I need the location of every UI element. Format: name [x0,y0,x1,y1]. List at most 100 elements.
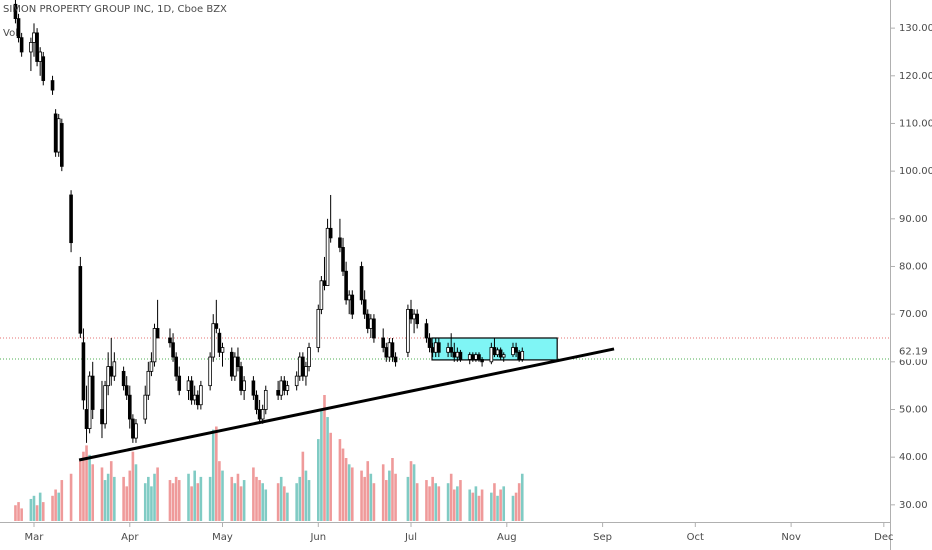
candle-body [517,351,521,360]
volume-bar [168,480,172,521]
candle-body [328,227,333,239]
volume-bar [391,458,394,521]
volume-bar [366,461,370,521]
candle-body [489,347,494,363]
volume-bar [363,476,366,521]
candle-body [285,385,290,391]
candle-body [427,337,432,348]
volume-bar [69,473,73,521]
candle-body [152,328,157,363]
volume-bar [338,439,342,521]
y-tick-label: 100.00 [899,166,932,177]
volume-bar [109,461,113,521]
candle-body [211,323,216,358]
volume-bar [91,464,95,521]
volume-bar [499,489,502,521]
volume-bar [239,486,243,521]
candle-body [322,280,327,286]
volume-bar [286,492,289,521]
candle-body [100,409,104,425]
volume-bar [193,470,196,521]
volume-bar [511,495,515,521]
volume-bar [261,483,264,521]
candle-body [103,385,107,425]
candle-body [297,356,302,377]
volume-bar [384,480,388,521]
candle-body [381,337,385,348]
candle-body [143,394,148,420]
y-tick-label: 70.00 [899,309,928,320]
candle-body [412,313,416,320]
volume-bar [208,476,212,521]
candle-body [155,328,160,339]
volume-bar [177,480,181,521]
volume-bar [431,476,434,521]
volume-bar [258,480,261,521]
candle-body [279,380,284,396]
volume-bar [233,483,237,521]
candle-body [501,354,506,358]
volume-bar [128,470,132,521]
y-tick-label: 50.00 [899,404,928,415]
volume-bar [199,476,203,521]
candle-body [474,354,478,360]
y-tick-label: 40.00 [899,452,928,463]
candle-body [341,247,345,272]
candle-body [106,366,110,387]
x-tick-label: Nov [781,532,801,543]
x-tick-label: Mar [25,532,45,543]
volume-bar [122,476,125,521]
candle-body [350,294,355,315]
candle-body [78,266,83,334]
candle-body [393,356,398,363]
volume-bar [347,464,351,521]
candle-body [35,32,39,62]
candle-body [192,394,197,401]
volume-bar [477,495,481,521]
volume-bar [468,489,472,521]
x-tick-label: Jun [309,532,326,543]
volume-bar [381,464,385,521]
volume-bar [428,486,431,521]
candle-body [387,342,392,358]
y-tick-label: 120.00 [899,71,932,82]
volume-bar [215,426,218,521]
candle-body [304,366,308,377]
volume-bar [493,483,496,521]
volume-bar [38,492,42,521]
x-tick-label: Jul [404,532,417,543]
volume-bar [409,461,413,521]
volume-bar [323,395,326,521]
volume-bar [113,476,116,521]
volume-bar [32,495,36,521]
candle-body [514,347,518,353]
volume-label: Vol [3,28,18,39]
volume-bar [304,470,308,521]
candle-body [511,347,515,356]
volume-bar [143,483,147,521]
candle-body [121,370,126,387]
candle-body [471,354,475,360]
candle-body [236,356,240,367]
volume-bar [51,495,54,521]
last-price-box [891,343,932,360]
candle-body [254,394,259,410]
volume-bar [344,458,348,521]
y-tick-label: 60.00 [899,357,928,368]
candle-body [13,3,18,19]
candle-body [69,194,73,244]
volume-bar [449,473,453,521]
volume-bar [446,483,450,521]
volume-bar [35,505,39,521]
volume-bar [517,483,521,521]
candle-body [149,361,154,372]
volume-bar [264,489,268,521]
volume-bar [283,486,286,521]
volume-bar [350,467,354,521]
candle-body [338,237,342,248]
candle-body [16,18,21,39]
candle-body [214,323,219,329]
candle-body [347,294,352,301]
candle-body [344,270,348,301]
